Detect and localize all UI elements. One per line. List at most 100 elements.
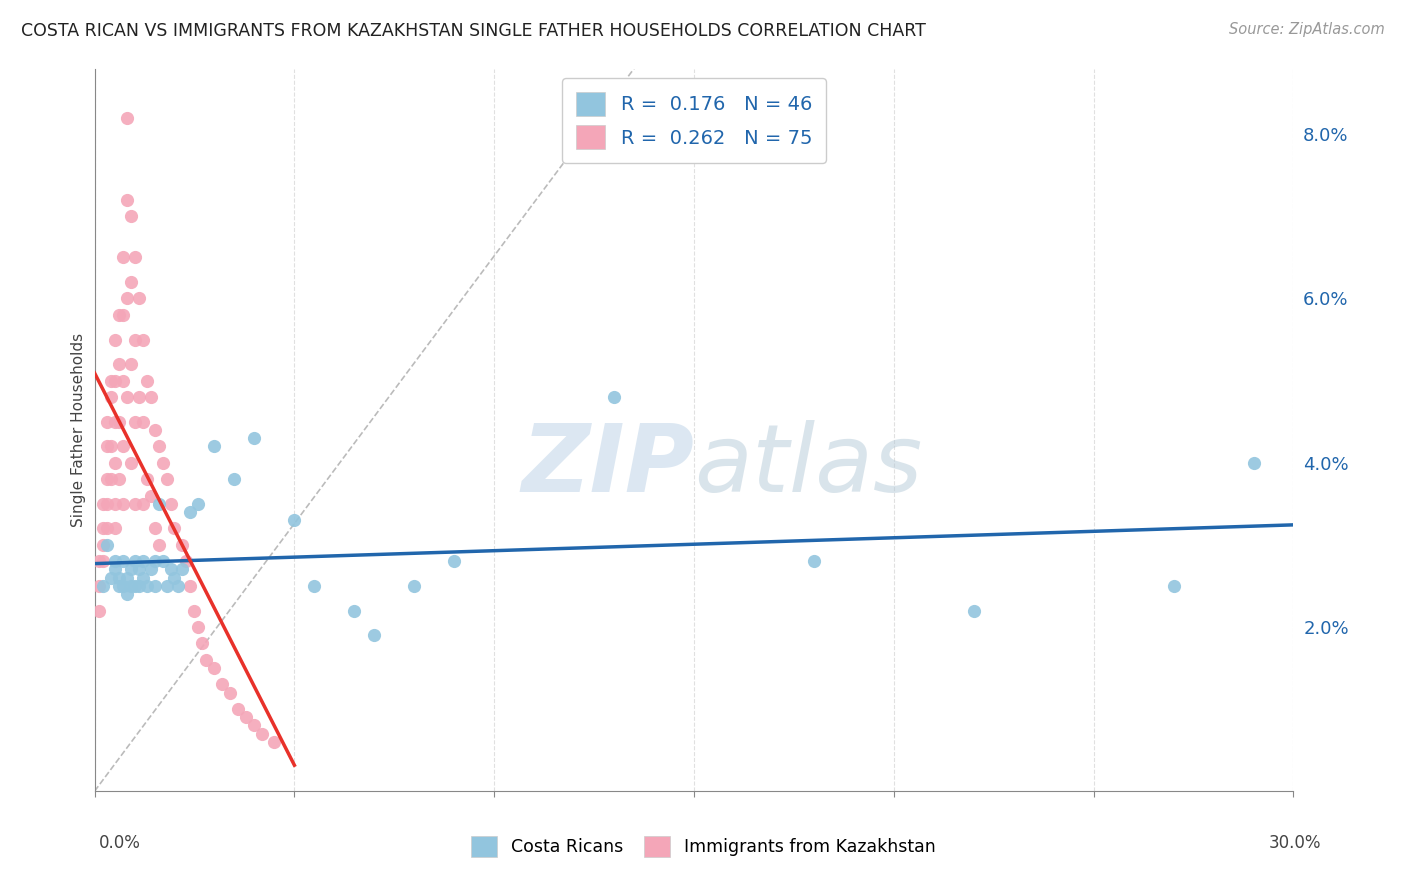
Point xyxy=(603,390,626,404)
Point xyxy=(224,472,246,486)
Point xyxy=(139,390,162,404)
Point xyxy=(163,571,186,585)
Point xyxy=(103,415,125,429)
Point xyxy=(128,390,150,404)
Point xyxy=(179,505,201,519)
Point xyxy=(107,579,129,593)
Point xyxy=(163,521,186,535)
Point xyxy=(139,562,162,576)
Point xyxy=(96,472,118,486)
Point xyxy=(115,571,138,585)
Point xyxy=(135,374,157,388)
Point xyxy=(963,603,986,617)
Point xyxy=(152,554,174,568)
Point xyxy=(179,579,201,593)
Point xyxy=(363,628,385,642)
Point xyxy=(243,431,266,445)
Point xyxy=(143,423,166,437)
Text: ZIP: ZIP xyxy=(522,420,695,512)
Point xyxy=(124,251,146,265)
Text: 0.0%: 0.0% xyxy=(98,834,141,852)
Point xyxy=(131,333,153,347)
Point xyxy=(204,661,226,675)
Point xyxy=(111,251,134,265)
Point xyxy=(103,333,125,347)
Point xyxy=(143,521,166,535)
Point xyxy=(111,439,134,453)
Point xyxy=(111,374,134,388)
Point xyxy=(187,620,209,634)
Point xyxy=(107,308,129,322)
Text: Source: ZipAtlas.com: Source: ZipAtlas.com xyxy=(1229,22,1385,37)
Point xyxy=(120,210,142,224)
Point xyxy=(91,579,114,593)
Point xyxy=(111,579,134,593)
Point xyxy=(228,702,250,716)
Point xyxy=(139,489,162,503)
Point xyxy=(172,562,194,576)
Point xyxy=(87,554,110,568)
Point xyxy=(135,579,157,593)
Point xyxy=(148,439,170,453)
Text: atlas: atlas xyxy=(695,420,922,511)
Point xyxy=(204,439,226,453)
Point xyxy=(115,111,138,125)
Point xyxy=(91,521,114,535)
Point xyxy=(111,554,134,568)
Point xyxy=(183,603,205,617)
Point xyxy=(155,472,177,486)
Point xyxy=(100,439,122,453)
Point xyxy=(120,562,142,576)
Point xyxy=(115,292,138,306)
Point xyxy=(283,513,305,527)
Point xyxy=(100,472,122,486)
Point xyxy=(343,603,366,617)
Point xyxy=(148,497,170,511)
Point xyxy=(263,735,285,749)
Text: 30.0%: 30.0% xyxy=(1270,834,1322,852)
Point xyxy=(128,579,150,593)
Point xyxy=(124,333,146,347)
Point xyxy=(167,579,190,593)
Point xyxy=(103,374,125,388)
Point xyxy=(100,374,122,388)
Point xyxy=(103,456,125,470)
Point xyxy=(124,497,146,511)
Point xyxy=(91,538,114,552)
Point xyxy=(100,571,122,585)
Point xyxy=(120,275,142,289)
Point xyxy=(120,579,142,593)
Point xyxy=(131,497,153,511)
Point xyxy=(120,357,142,371)
Point xyxy=(1163,579,1185,593)
Point xyxy=(131,554,153,568)
Point xyxy=(128,562,150,576)
Point xyxy=(159,497,181,511)
Point xyxy=(96,415,118,429)
Point xyxy=(115,587,138,601)
Point xyxy=(243,718,266,732)
Point xyxy=(404,579,426,593)
Point xyxy=(148,538,170,552)
Point xyxy=(96,538,118,552)
Point xyxy=(187,497,209,511)
Point xyxy=(107,415,129,429)
Point xyxy=(252,727,274,741)
Point xyxy=(96,439,118,453)
Point xyxy=(91,497,114,511)
Point xyxy=(96,497,118,511)
Point xyxy=(172,538,194,552)
Point xyxy=(100,390,122,404)
Point xyxy=(443,554,465,568)
Point xyxy=(111,308,134,322)
Point xyxy=(115,390,138,404)
Point xyxy=(124,415,146,429)
Point xyxy=(120,456,142,470)
Point xyxy=(87,603,110,617)
Legend: R =  0.176   N = 46, R =  0.262   N = 75: R = 0.176 N = 46, R = 0.262 N = 75 xyxy=(562,78,825,162)
Point xyxy=(131,415,153,429)
Point xyxy=(124,579,146,593)
Point xyxy=(159,562,181,576)
Point xyxy=(107,571,129,585)
Point xyxy=(107,472,129,486)
